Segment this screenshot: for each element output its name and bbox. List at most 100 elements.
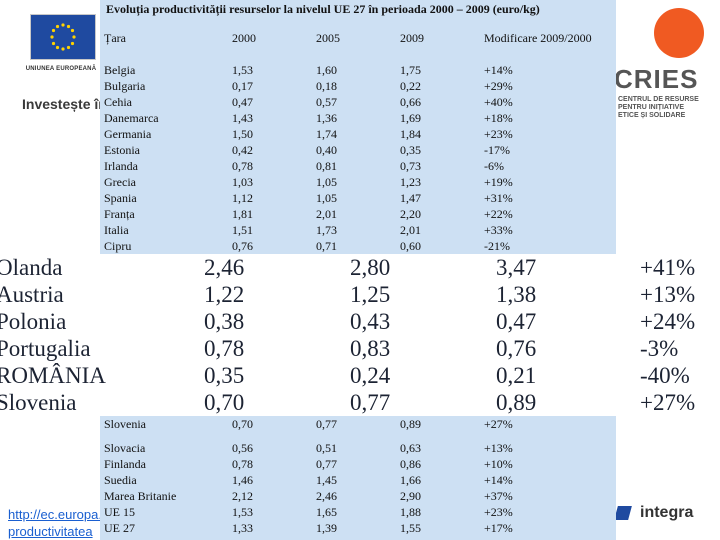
source-link[interactable]: http://ec.europa.eu productivitatea [8,507,112,539]
zoom-cell-2005: 0,24 [350,363,391,388]
cell-2009: 0,22 [400,79,421,93]
cell-2005: 0,81 [316,159,337,173]
table-row: Italia 1,51 1,73 2,01 +33% [100,222,616,238]
cell-2000: 0,78 [232,159,253,173]
zoom-cell-country: Austria [0,282,64,307]
header-2005: 2005 [316,31,340,45]
table-title: Evoluția productivității resurselor la n… [106,2,540,16]
cell-2009: 0,35 [400,143,421,157]
zoom-cell-country: Slovenia [0,390,77,415]
table-row: Slovacia 0,56 0,51 0,63 +13% [100,440,616,456]
zoom-cell-country: Polonia [0,309,67,334]
cell-2005: 2,46 [316,489,337,503]
zoom-cell-change: -3% [640,336,679,361]
cell-country: Slovacia [104,441,146,455]
cell-2009: 0,63 [400,441,421,455]
cell-2009: 1,23 [400,175,421,189]
zoom-cell-2009: 0,89 [496,390,537,415]
table-row: Danemarca 1,43 1,36 1,69 +18% [100,110,616,126]
zoomed-row: ROMÂNIA 0,35 0,24 0,21 -40% [0,362,720,389]
cell-country: Danemarca [104,111,159,125]
zoomed-table-section: Olanda 2,46 2,80 3,47 +41% Austria 1,22 … [0,254,720,416]
cell-change: +13% [484,441,513,455]
table-row: Cehia 0,47 0,57 0,66 +40% [100,94,616,110]
cell-country: Cipru [104,239,132,253]
cell-2000: 1,50 [232,127,253,141]
cell-2000: 0,78 [232,457,253,471]
cell-2009: 0,73 [400,159,421,173]
cell-country: Suedia [104,473,137,487]
cell-2000: 1,81 [232,207,253,221]
cell-2009: 2,90 [400,489,421,503]
cell-2009: 1,84 [400,127,421,141]
cell-change: -17% [484,143,510,157]
integra-mark-icon [614,506,632,520]
cell-2009: 1,88 [400,505,421,519]
cell-change: +22% [484,207,513,221]
cell-country: Cehia [104,95,132,109]
cell-change: +10% [484,457,513,471]
table-row: UE 27 1,33 1,39 1,55 +17% [100,520,616,536]
cell-2009: 0,66 [400,95,421,109]
cell-2009: 2,20 [400,207,421,221]
cell-2000: 1,53 [232,63,253,77]
cell-2009: 1,69 [400,111,421,125]
cell-2005: 1,45 [316,473,337,487]
cries-circle-logo [654,8,704,58]
cell-2000: 0,47 [232,95,253,109]
cell-2000: 1,53 [232,505,253,519]
header-change: Modificare 2009/2000 [484,31,592,45]
cell-2005: 2,01 [316,207,337,221]
cell-country: Slovenia [104,417,146,431]
cell-country: Germania [104,127,152,141]
cell-2000: 0,70 [232,417,253,431]
table-row: Bulgaria 0,17 0,18 0,22 +29% [100,78,616,94]
zoom-cell-country: ROMÂNIA [0,363,106,388]
cell-2000: 0,42 [232,143,253,157]
cell-country: Estonia [104,143,140,157]
cell-2009: 0,89 [400,417,421,431]
cell-2005: 1,60 [316,63,337,77]
cell-change: +14% [484,473,513,487]
cell-2000: 2,12 [232,489,253,503]
zoom-cell-change: -40% [640,363,690,388]
table-header-row: Țara 2000 2005 2009 Modificare 2009/2000 [100,30,616,46]
cell-2000: 0,17 [232,79,253,93]
cell-2005: 1,73 [316,223,337,237]
zoom-cell-2005: 1,25 [350,282,391,307]
cell-2005: 1,36 [316,111,337,125]
zoom-cell-change: +13% [640,282,696,307]
zoom-cell-2005: 2,80 [350,255,391,280]
cell-change: +31% [484,191,513,205]
invest-tagline: Investește în oameni [22,96,104,112]
cell-2005: 1,74 [316,127,337,141]
cell-change: +14% [484,63,513,77]
header-2000: 2000 [232,31,256,45]
zoom-cell-2009: 0,47 [496,309,537,334]
header-country: Țara [104,31,126,45]
table-row: UE 15 1,53 1,65 1,88 +23% [100,504,616,520]
cell-country: Grecia [104,175,136,189]
cell-2005: 0,51 [316,441,337,455]
zoom-cell-2005: 0,83 [350,336,391,361]
cell-change: +40% [484,95,513,109]
zoom-cell-2000: 0,70 [204,390,245,415]
table-row: Marea Britanie 2,12 2,46 2,90 +37% [100,488,616,504]
zoom-cell-2000: 0,78 [204,336,245,361]
cell-2005: 0,40 [316,143,337,157]
cell-2000: 1,33 [232,521,253,535]
cries-logo-text: CRIES [614,64,699,94]
zoom-cell-change: +24% [640,309,696,334]
zoom-cell-2005: 0,43 [350,309,391,334]
zoom-cell-2005: 0,77 [350,390,391,415]
table-row: Slovenia 0,70 0,77 0,89 +27% [100,416,616,432]
cell-change: +33% [484,223,513,237]
zoomed-row: Slovenia 0,70 0,77 0,89 +27% [0,389,720,416]
cell-change: -6% [484,159,504,173]
cell-2005: 0,18 [316,79,337,93]
cell-country: Spania [104,191,137,205]
cell-country: Bulgaria [104,79,146,93]
table-row: Irlanda 0,78 0,81 0,73 -6% [100,158,616,174]
table-row: Grecia 1,03 1,05 1,23 +19% [100,174,616,190]
cell-2009: 0,60 [400,239,421,253]
